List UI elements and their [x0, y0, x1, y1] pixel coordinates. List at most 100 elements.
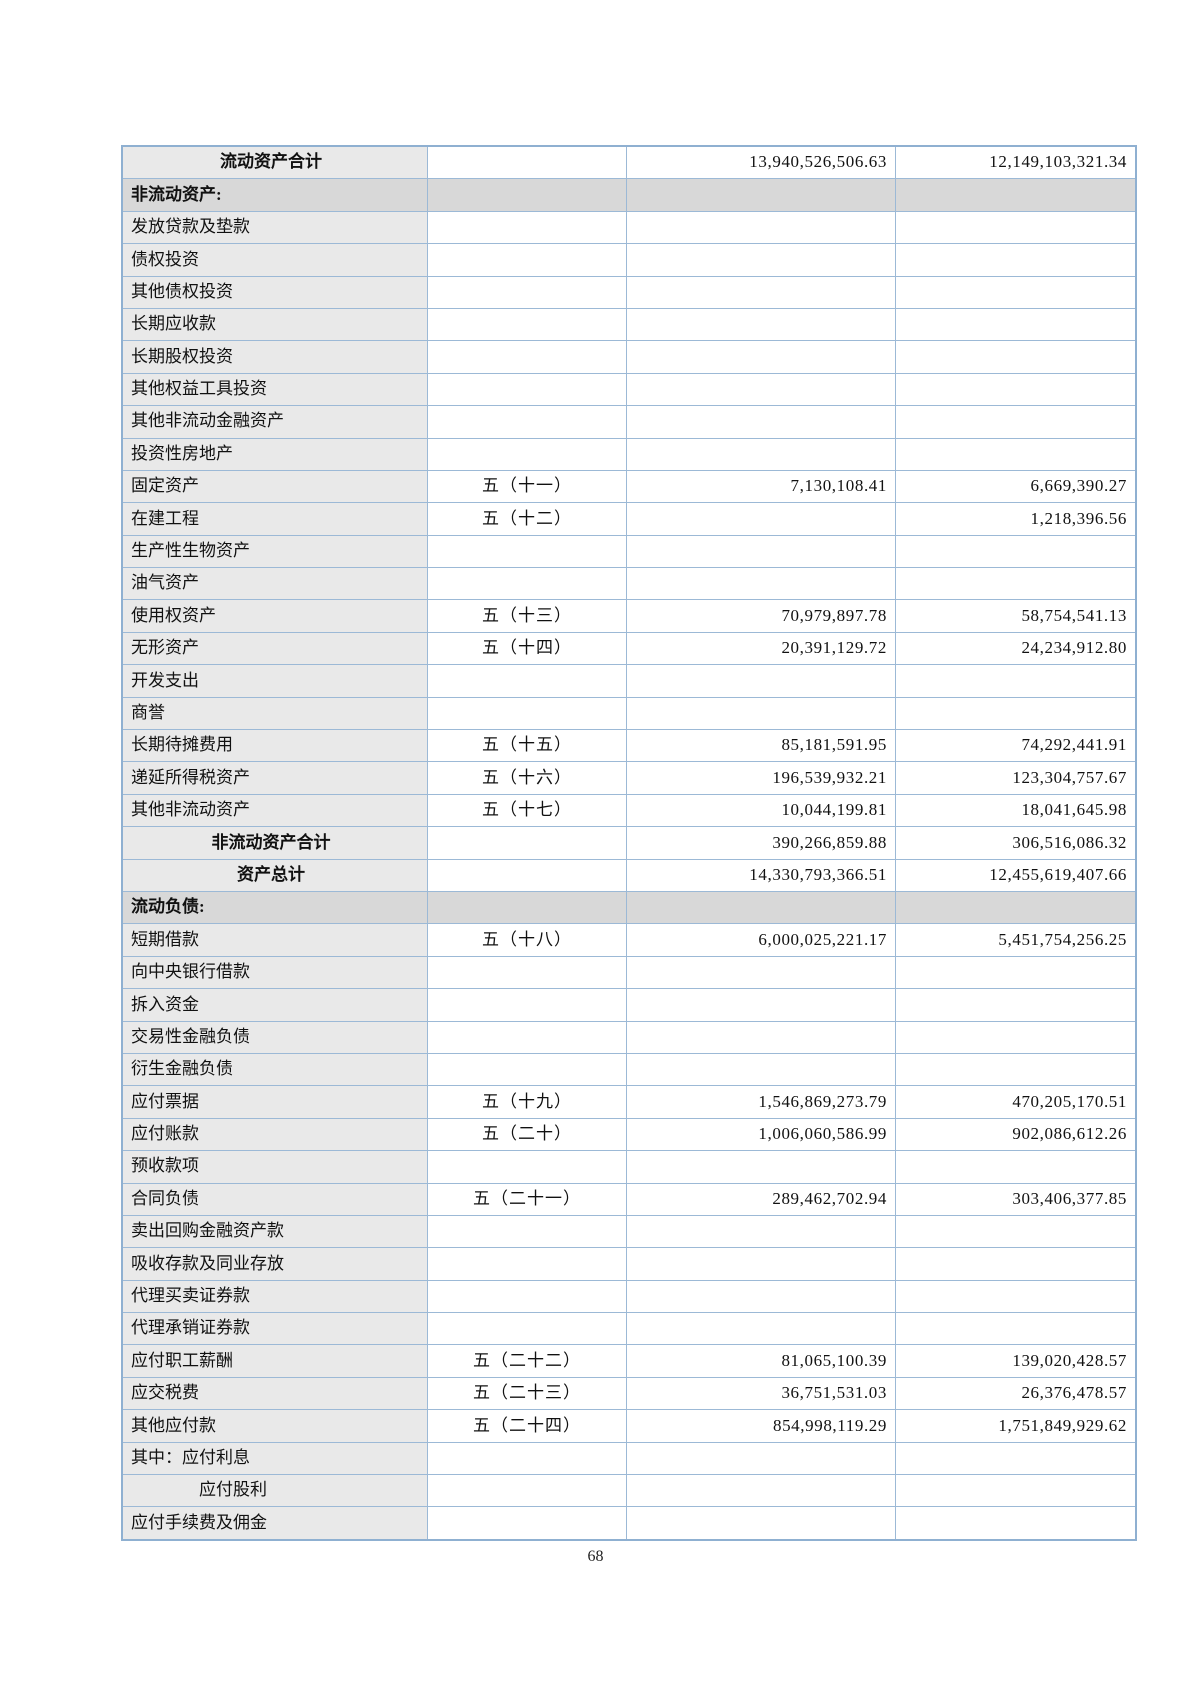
value-current-cell: [626, 1441, 896, 1476]
table-row: 非流动资产:: [121, 178, 1137, 212]
table-row: 固定资产 五（十一） 7,130,108.41 6,669,390.27: [121, 469, 1137, 504]
value-prior-cell: [895, 1279, 1137, 1314]
table-row: 其他债权投资: [121, 275, 1137, 309]
item-cell: 预收款项: [121, 1150, 428, 1184]
note-cell: [427, 1020, 627, 1054]
value-current-cell: [626, 275, 896, 309]
note-cell: [427, 340, 627, 374]
value-prior-cell: [895, 1020, 1137, 1054]
value-current-cell: 20,391,129.72: [626, 631, 896, 666]
item-cell: 合同负债: [121, 1182, 428, 1216]
item-cell: 其他应付款: [121, 1409, 428, 1443]
table-row: 向中央银行借款: [121, 955, 1137, 990]
value-current-cell: [626, 1247, 896, 1281]
value-prior-cell: [895, 307, 1137, 342]
value-prior-cell: [895, 1214, 1137, 1249]
value-prior-cell: 6,669,390.27: [895, 469, 1137, 504]
item-cell: 其他债权投资: [121, 275, 428, 309]
item-cell: 卖出回购金融资产款: [121, 1214, 428, 1249]
note-cell: [427, 210, 627, 245]
table-row: 拆入资金: [121, 988, 1137, 1022]
item-cell: 拆入资金: [121, 988, 428, 1022]
value-prior-cell: [895, 372, 1137, 407]
note-cell: 五（十九）: [427, 1085, 627, 1119]
item-cell: 应付票据: [121, 1085, 428, 1119]
value-prior-cell: [895, 696, 1137, 731]
value-current-cell: 36,751,531.03: [626, 1376, 896, 1411]
value-prior-cell: 303,406,377.85: [895, 1182, 1137, 1216]
value-current-cell: [626, 988, 896, 1022]
item-cell: 长期待摊费用: [121, 729, 428, 763]
item-cell: 投资性房地产: [121, 437, 428, 471]
table-row: 非流动资产合计 390,266,859.88 306,516,086.32: [121, 826, 1137, 860]
value-prior-cell: [895, 534, 1137, 569]
note-cell: [427, 567, 627, 601]
item-cell: 商誉: [121, 696, 428, 731]
table-row: 长期股权投资: [121, 340, 1137, 374]
table-row: 流动负债:: [121, 890, 1137, 925]
value-prior-cell: 139,020,428.57: [895, 1344, 1137, 1378]
note-cell: 五（二十二）: [427, 1344, 627, 1378]
value-current-cell: [626, 307, 896, 342]
value-current-cell: [626, 405, 896, 439]
value-current-cell: [626, 696, 896, 731]
note-cell: [427, 858, 627, 892]
note-cell: 五（二十）: [427, 1117, 627, 1152]
value-prior-cell: 12,149,103,321.34: [895, 145, 1137, 180]
table-row: 长期待摊费用 五（十五） 85,181,591.95 74,292,441.91: [121, 729, 1137, 763]
item-cell: 发放贷款及垫款: [121, 210, 428, 245]
item-cell: 长期股权投资: [121, 340, 428, 374]
value-current-cell: [626, 502, 896, 536]
item-cell: 开发支出: [121, 664, 428, 698]
value-current-cell: 81,065,100.39: [626, 1344, 896, 1378]
value-prior-cell: 306,516,086.32: [895, 826, 1137, 860]
table-row: 其他权益工具投资: [121, 372, 1137, 407]
value-prior-cell: [895, 1052, 1137, 1087]
value-prior-cell: [895, 1247, 1137, 1281]
value-prior-cell: [895, 988, 1137, 1022]
note-cell: 五（十二）: [427, 502, 627, 536]
item-cell: 长期应收款: [121, 307, 428, 342]
value-current-cell: [626, 340, 896, 374]
value-current-cell: 13,940,526,506.63: [626, 145, 896, 180]
note-cell: [427, 1052, 627, 1087]
note-cell: [427, 1312, 627, 1346]
page-number: 68: [587, 1548, 604, 1565]
note-cell: [427, 145, 627, 180]
note-cell: 五（十八）: [427, 923, 627, 957]
value-prior-cell: [895, 1150, 1137, 1184]
table-row: 其他应付款 五（二十四） 854,998,119.29 1,751,849,929.6…: [121, 1409, 1137, 1443]
value-current-cell: 70,979,897.78: [626, 599, 896, 633]
item-cell: 递延所得税资产: [121, 761, 428, 795]
note-cell: [427, 372, 627, 407]
note-cell: [427, 1214, 627, 1249]
value-current-cell: [626, 210, 896, 245]
value-prior-cell: 470,205,170.51: [895, 1085, 1137, 1119]
item-cell: 资产总计: [121, 858, 428, 892]
value-prior-cell: [895, 890, 1137, 925]
value-prior-cell: [895, 437, 1137, 471]
value-current-cell: [626, 664, 896, 698]
value-prior-cell: 74,292,441.91: [895, 729, 1137, 763]
value-prior-cell: 1,751,849,929.62: [895, 1409, 1137, 1443]
value-prior-cell: [895, 1312, 1137, 1346]
table-row: 交易性金融负债: [121, 1020, 1137, 1054]
table-row: 应付账款 五（二十） 1,006,060,586.99 902,086,612.26: [121, 1117, 1137, 1152]
value-current-cell: 6,000,025,221.17: [626, 923, 896, 957]
value-prior-cell: 58,754,541.13: [895, 599, 1137, 633]
table-row: 发放贷款及垫款: [121, 210, 1137, 245]
value-prior-cell: 902,086,612.26: [895, 1117, 1137, 1152]
table-row: 应付手续费及佣金: [121, 1506, 1137, 1541]
value-current-cell: 1,546,869,273.79: [626, 1085, 896, 1119]
value-current-cell: [626, 1214, 896, 1249]
value-prior-cell: [895, 1474, 1137, 1508]
item-cell: 非流动资产合计: [121, 826, 428, 860]
table-row: 应付职工薪酬 五（二十二） 81,065,100.39 139,020,428.57: [121, 1344, 1137, 1378]
value-prior-cell: 18,041,645.98: [895, 793, 1137, 828]
note-cell: [427, 988, 627, 1022]
value-current-cell: [626, 534, 896, 569]
note-cell: 五（十一）: [427, 469, 627, 504]
item-cell: 流动负债:: [121, 890, 428, 925]
item-cell: 其他非流动资产: [121, 793, 428, 828]
note-cell: 五（十三）: [427, 599, 627, 633]
